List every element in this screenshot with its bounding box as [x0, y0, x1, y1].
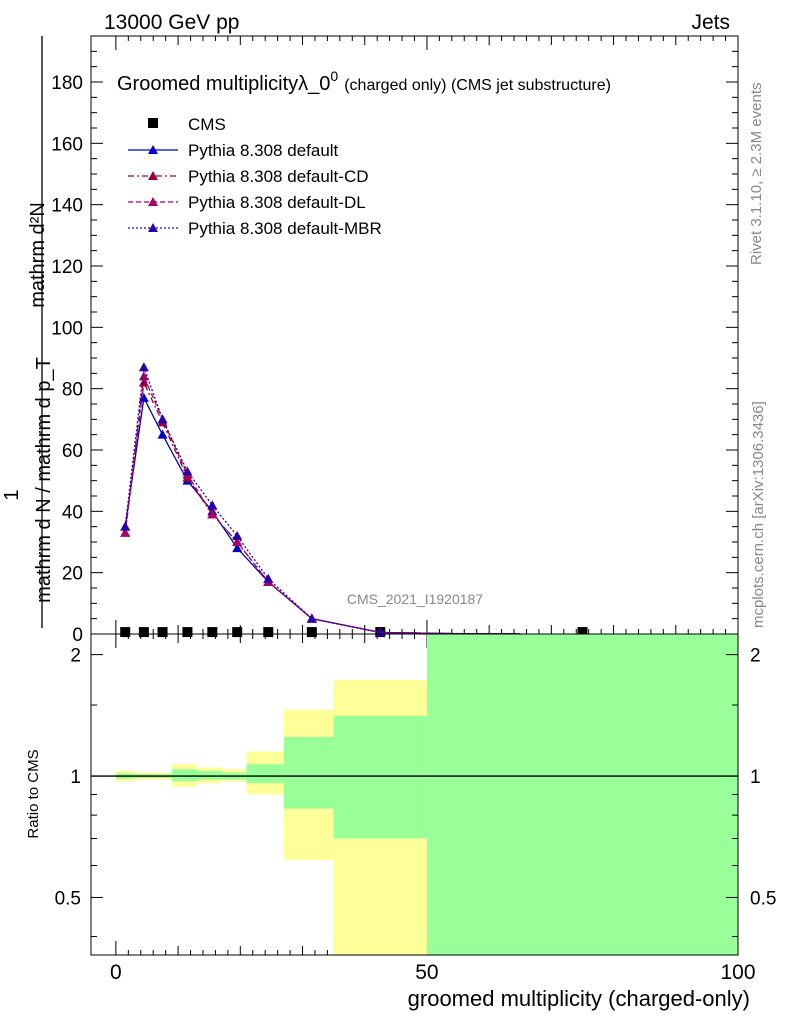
rivet-version-label: Rivet 3.1.10, ≥ 2.3M events — [748, 83, 765, 266]
legend-marker — [148, 171, 158, 180]
y-tick-label: 180 — [51, 73, 83, 94]
plot-title: Groomed multiplicityλ_00 (charged only) (… — [117, 68, 611, 95]
ylabel-prefactor-denominator: mathrm d N / mathrm d p_T — [33, 357, 55, 603]
mc-series-marker — [138, 377, 149, 387]
ratio-y-tick-label: 2 — [70, 646, 81, 667]
lower-y-axis-title: Ratio to CMS — [25, 749, 42, 838]
y-tick-label: 100 — [51, 318, 83, 339]
cms-data-point — [263, 627, 274, 638]
svg-text:Groomed multiplicityλ_00(charg: Groomed multiplicityλ_00 (charged only) (… — [117, 68, 611, 95]
mc-series-marker — [120, 521, 131, 531]
ratio-inner-band — [426, 634, 738, 955]
ratio-plot: 0 50 100 0.5 0.5 1 1 2 2 — [55, 633, 776, 984]
plot-title-main: Groomed multiplicityλ_0 — [117, 73, 330, 95]
x-tick-label: 0 — [110, 961, 122, 984]
mcplots-label: mcplots.cern.ch [arXiv:1306.3436] — [750, 401, 767, 628]
mc-series-marker — [138, 362, 149, 372]
cms-data-point — [157, 627, 168, 638]
ratio-inner-band — [246, 764, 284, 784]
mc-series-marker — [207, 509, 218, 519]
legend: CMS Pythia 8.308 default Pythia 8.308 defa… — [128, 115, 382, 238]
mc-series-marker — [232, 537, 243, 546]
legend-label: Pythia 8.308 default-MBR — [188, 219, 382, 238]
legend-marker — [148, 223, 158, 232]
y-tick-label: 0 — [72, 625, 83, 646]
cms-data-point — [306, 627, 317, 638]
header-right: Jets — [691, 11, 730, 34]
ratio-y-tick-label-right: 0.5 — [750, 888, 776, 909]
plot-title-superscript: 0 — [330, 68, 338, 84]
ratio-y-tick-label: 0.5 — [55, 888, 81, 909]
mc-series-marker — [138, 392, 149, 402]
mc-series-marker — [120, 527, 131, 537]
ylabel-prefactor: 1 — [1, 489, 23, 500]
mc-series-marker — [263, 573, 274, 583]
legend-label: Pythia 8.308 default-DL — [188, 193, 366, 212]
cms-data-point — [138, 627, 149, 638]
mc-series-marker — [157, 429, 168, 439]
mc-series-marker — [182, 466, 193, 476]
ratio-y-tick-label: 1 — [70, 767, 81, 788]
ratio-inner-band — [196, 770, 222, 780]
ratio-inner-band — [171, 769, 197, 782]
legend-marker — [148, 197, 158, 206]
y-tick-label: 120 — [51, 257, 83, 278]
mc-series-line — [124, 373, 521, 635]
upper-y-axis-title: mathrm d²N 1 mathrm d N / mathrm d p_T — [1, 36, 55, 628]
x-tick-label: 100 — [720, 961, 755, 984]
y-tick-label: 80 — [62, 380, 83, 401]
legend-label: Pythia 8.308 default — [188, 141, 339, 160]
mc-series-marker — [138, 371, 149, 381]
y-tick-label: 60 — [62, 441, 83, 462]
mc-series-marker — [306, 613, 317, 623]
header-left: 13000 GeV pp — [104, 11, 239, 34]
ylabel-numerator: mathrm d²N — [27, 202, 49, 308]
y-tick-label: 20 — [62, 564, 83, 585]
legend-marker-cms — [148, 118, 158, 128]
cms-data-point — [120, 627, 131, 638]
analysis-watermark: CMS_2021_I1920187 — [347, 591, 483, 607]
y-tick-label: 40 — [62, 502, 83, 523]
plot-title-note: (charged only) (CMS jet substructure) — [344, 77, 611, 94]
mc-series-marker — [207, 500, 218, 510]
x-tick-label: 50 — [415, 961, 438, 984]
cms-data-point — [577, 627, 588, 638]
legend-label: CMS — [188, 115, 226, 134]
y-tick-label: 160 — [51, 134, 83, 155]
cms-data-point — [207, 627, 218, 638]
x-axis-title: groomed multiplicity (charged-only) — [408, 986, 750, 1011]
mc-series-marker — [157, 414, 168, 424]
ratio-y-tick-label-right: 2 — [750, 646, 761, 667]
legend-label: Pythia 8.308 default-CD — [188, 167, 369, 186]
y-tick-label: 140 — [51, 196, 83, 217]
ratio-inner-band — [333, 715, 427, 839]
cms-data-point — [232, 627, 243, 638]
mc-series-line — [124, 366, 521, 635]
legend-marker — [148, 145, 158, 154]
mc-series-marker — [232, 543, 243, 553]
ratio-y-tick-label-right: 1 — [750, 767, 761, 788]
cms-data-point — [182, 627, 193, 638]
mc-series-marker — [232, 530, 243, 540]
ratio-inner-band — [283, 736, 334, 809]
